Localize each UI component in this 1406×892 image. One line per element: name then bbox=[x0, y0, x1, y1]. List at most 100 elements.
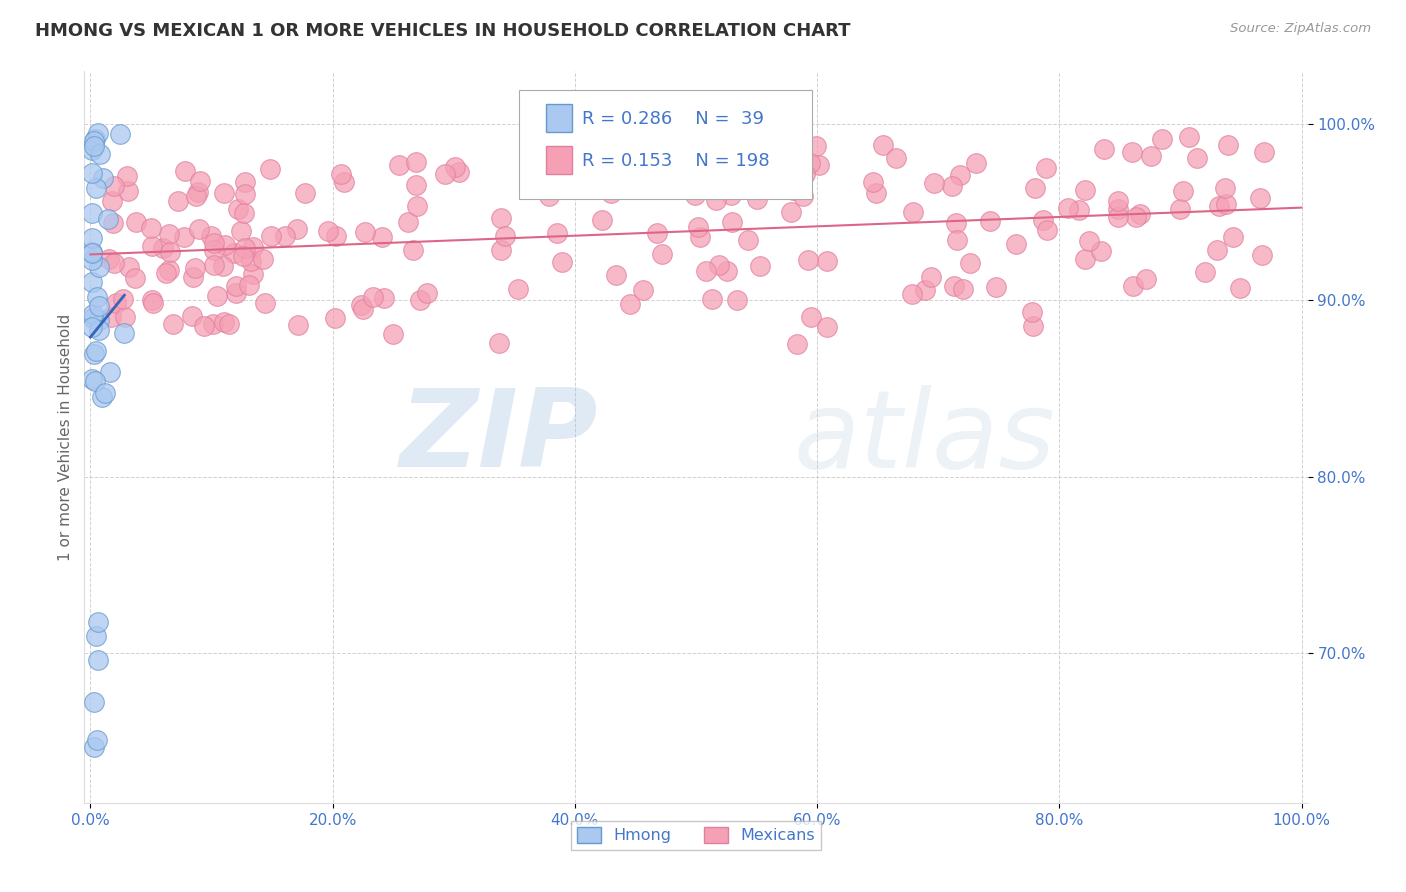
Point bbox=[363, 290, 385, 304]
Point bbox=[546, 226, 568, 240]
Point bbox=[118, 260, 141, 275]
Point bbox=[231, 224, 253, 238]
Point bbox=[800, 310, 823, 325]
Point bbox=[89, 260, 111, 274]
Point bbox=[155, 266, 177, 280]
Point bbox=[1074, 183, 1097, 197]
Point bbox=[252, 252, 274, 266]
Point bbox=[1222, 230, 1244, 244]
Point bbox=[920, 270, 942, 285]
Point bbox=[224, 246, 246, 260]
Point bbox=[720, 187, 742, 202]
Point bbox=[1216, 138, 1239, 153]
Point bbox=[1171, 184, 1194, 198]
Point bbox=[225, 285, 247, 300]
Point bbox=[1150, 132, 1173, 146]
Point bbox=[388, 158, 411, 172]
Point bbox=[101, 194, 124, 208]
Point bbox=[173, 230, 195, 244]
Point bbox=[449, 165, 471, 179]
Point bbox=[82, 320, 104, 334]
Point bbox=[945, 217, 967, 231]
Point bbox=[214, 186, 236, 200]
Point bbox=[142, 296, 165, 310]
Point bbox=[82, 308, 104, 322]
Point bbox=[1074, 252, 1097, 267]
Point bbox=[807, 158, 830, 172]
Point bbox=[1253, 145, 1275, 159]
Point bbox=[651, 246, 673, 260]
Point bbox=[695, 180, 717, 194]
Point bbox=[162, 317, 184, 331]
Point bbox=[287, 222, 309, 236]
Point bbox=[84, 131, 107, 145]
Point bbox=[1107, 202, 1129, 216]
Point bbox=[780, 205, 803, 219]
Point bbox=[862, 175, 884, 189]
Point bbox=[489, 243, 512, 257]
Text: HMONG VS MEXICAN 1 OR MORE VEHICLES IN HOUSEHOLD CORRELATION CHART: HMONG VS MEXICAN 1 OR MORE VEHICLES IN H… bbox=[35, 22, 851, 40]
Point bbox=[84, 180, 107, 194]
Point bbox=[115, 169, 138, 184]
Point bbox=[600, 186, 623, 200]
Point bbox=[903, 205, 925, 219]
Point bbox=[725, 293, 748, 307]
Point bbox=[1107, 194, 1129, 208]
Point bbox=[86, 343, 108, 358]
Point bbox=[202, 317, 225, 331]
Point bbox=[259, 229, 281, 244]
Point bbox=[240, 254, 263, 268]
Point bbox=[695, 264, 717, 278]
Point bbox=[1213, 181, 1236, 195]
Point bbox=[184, 188, 207, 202]
Point bbox=[83, 695, 105, 709]
Point bbox=[695, 154, 717, 169]
Point bbox=[242, 240, 264, 254]
Point bbox=[103, 255, 125, 269]
Point bbox=[408, 293, 430, 307]
Point bbox=[1094, 142, 1116, 156]
Point bbox=[683, 187, 706, 202]
Legend: Hmong, Mexicans: Hmong, Mexicans bbox=[571, 821, 821, 850]
Point bbox=[591, 213, 613, 227]
Point bbox=[188, 173, 211, 187]
Point bbox=[984, 280, 1007, 294]
Point bbox=[202, 243, 225, 257]
Point bbox=[80, 372, 103, 386]
Point bbox=[214, 238, 236, 252]
Point bbox=[1122, 278, 1144, 293]
Point bbox=[506, 282, 529, 296]
Point bbox=[152, 241, 174, 255]
Point bbox=[202, 235, 225, 250]
Point bbox=[200, 229, 222, 244]
Point bbox=[91, 171, 114, 186]
Point bbox=[225, 278, 247, 293]
Point bbox=[537, 188, 560, 202]
Point bbox=[531, 151, 554, 165]
Text: atlas: atlas bbox=[794, 384, 1056, 490]
Point bbox=[716, 263, 738, 277]
Point bbox=[187, 185, 209, 199]
Point bbox=[952, 282, 974, 296]
Point bbox=[494, 228, 516, 243]
Point bbox=[914, 283, 936, 297]
Point bbox=[965, 156, 987, 170]
Point bbox=[489, 211, 512, 225]
Point bbox=[1032, 213, 1054, 227]
Point bbox=[80, 275, 103, 289]
Point bbox=[1036, 223, 1059, 237]
Point bbox=[103, 178, 125, 193]
Point bbox=[1024, 181, 1046, 195]
Point bbox=[124, 270, 146, 285]
Point bbox=[1206, 243, 1229, 257]
Point bbox=[605, 268, 627, 282]
Point bbox=[159, 244, 181, 259]
Point bbox=[405, 154, 427, 169]
Point bbox=[233, 241, 256, 255]
Point bbox=[1107, 210, 1129, 224]
Point bbox=[1090, 244, 1112, 258]
Point bbox=[238, 277, 260, 292]
Point bbox=[794, 167, 817, 181]
Point bbox=[157, 227, 180, 241]
Point bbox=[89, 147, 111, 161]
